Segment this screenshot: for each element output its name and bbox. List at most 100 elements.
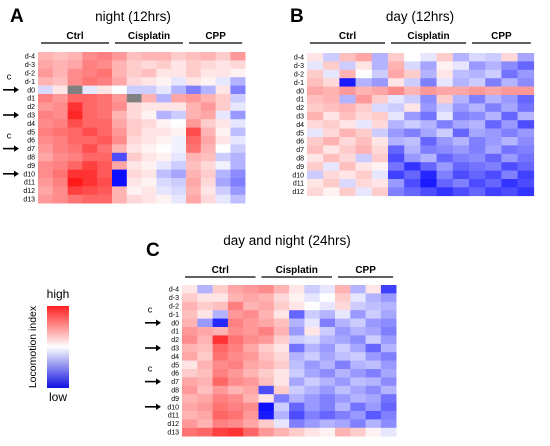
row-label: d1 — [27, 96, 35, 103]
heatmap-cell — [365, 343, 382, 353]
heatmap-cell — [436, 95, 454, 104]
heatmap-cell — [273, 301, 290, 311]
heatmap-cell — [273, 293, 290, 303]
heatmap-cell — [339, 137, 356, 146]
heatmap-cell — [82, 169, 98, 179]
row-label: d13 — [23, 197, 35, 204]
heatmap-cell — [420, 111, 437, 121]
heatmap-cell — [171, 119, 187, 128]
heatmap-cell — [323, 162, 340, 171]
heatmap-cell — [171, 194, 187, 204]
heatmap-cell — [67, 119, 83, 128]
heatmap-cell — [350, 360, 366, 370]
heatmap-cell — [38, 161, 54, 170]
heatmap-cell — [156, 136, 172, 145]
heatmap-cell — [171, 94, 187, 103]
heatmap-cell — [227, 318, 244, 328]
heatmap-cell — [126, 136, 142, 145]
heatmap-cell — [388, 179, 405, 188]
heatmap-cell — [52, 127, 68, 137]
heatmap-cell — [436, 86, 454, 96]
heatmap-cell — [186, 144, 202, 154]
heatmap-cell — [501, 111, 518, 121]
heatmap-cell — [350, 419, 366, 429]
heatmap-cell — [52, 144, 68, 154]
heatmap-cell — [197, 301, 213, 311]
heatmap-cell — [289, 385, 305, 395]
heatmap-cell — [469, 145, 486, 155]
heatmap-cell — [112, 152, 128, 162]
heatmap-cell — [469, 153, 486, 163]
heatmap-cell — [350, 369, 366, 378]
heatmap-cell — [501, 187, 518, 197]
heatmap-cell — [258, 385, 275, 395]
heatmap-cell — [156, 110, 172, 120]
heatmap-cell — [156, 144, 172, 154]
heatmap-cell — [212, 352, 229, 361]
heatmap-cell — [485, 111, 502, 121]
heatmap-cell — [67, 169, 83, 179]
heatmap-cell — [273, 352, 290, 361]
heatmap-cell — [186, 94, 202, 103]
heatmap-cell — [355, 162, 373, 171]
heatmap-cell — [67, 60, 83, 70]
heatmap-cell — [97, 169, 113, 179]
heatmap-cell — [156, 68, 172, 78]
heatmap-cell — [171, 102, 187, 112]
heatmap-cell — [365, 285, 382, 294]
heatmap-cell — [469, 53, 486, 62]
heatmap-cell — [227, 335, 244, 345]
heatmap-cell — [273, 343, 290, 353]
heatmap-cell — [200, 77, 216, 86]
heatmap-cell — [126, 161, 142, 170]
heatmap-cell — [501, 137, 518, 146]
heatmap-cell — [197, 335, 213, 345]
heatmap-cell — [452, 86, 470, 96]
heatmap-cell — [388, 187, 405, 197]
heatmap-cell — [171, 152, 187, 162]
heatmap-cell — [420, 53, 437, 62]
heatmap-cell — [67, 186, 83, 196]
heatmap-cell — [319, 394, 336, 403]
heatmap-cell — [517, 137, 535, 146]
heatmap-cell — [304, 285, 320, 294]
heatmap-cell — [452, 53, 470, 62]
heatmap-cell — [452, 153, 470, 163]
heatmap-cell — [182, 293, 198, 303]
heatmap-cell — [200, 60, 216, 70]
heatmap-cell — [215, 119, 231, 128]
heatmap-cell — [319, 343, 336, 353]
heatmap-cell — [52, 85, 68, 95]
heatmap-cell — [67, 152, 83, 162]
color-legend: high low Locomotion index — [27, 287, 69, 404]
heatmap-cell — [380, 360, 397, 370]
heatmap-cell — [388, 69, 405, 79]
heatmap-cell — [469, 137, 486, 146]
heatmap-cell — [371, 78, 389, 87]
heatmap-cell — [227, 394, 244, 403]
row-label: d3 — [27, 113, 35, 120]
row-label: d-4 — [294, 55, 304, 62]
heatmap-cell — [171, 60, 187, 70]
heatmap-cell — [420, 78, 437, 87]
heatmap-cell — [380, 318, 397, 328]
heatmap-cell — [335, 377, 351, 387]
heatmap-cell — [67, 110, 83, 120]
heatmap-cell — [197, 377, 213, 387]
heatmap-cell — [350, 343, 366, 353]
heatmap-cell — [215, 110, 231, 120]
heatmap-cell — [212, 318, 229, 328]
heatmap-cell — [141, 119, 157, 128]
heatmap-cell — [112, 77, 128, 86]
heatmap-cell — [517, 111, 535, 121]
heatmap-cell — [319, 402, 336, 412]
heatmap-cell — [307, 187, 324, 197]
heatmap-cell — [355, 153, 373, 163]
heatmap-cell — [243, 293, 259, 303]
heatmap-cell — [212, 310, 229, 319]
heatmap-cell — [258, 318, 275, 328]
heatmap-cell — [501, 61, 518, 71]
heatmap-cell — [307, 78, 324, 87]
heatmap-cell — [371, 53, 389, 62]
panel-a-title: night (12hrs) — [95, 9, 171, 24]
